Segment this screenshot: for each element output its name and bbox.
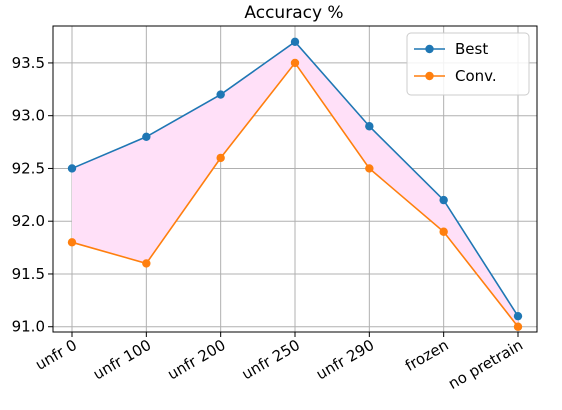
data-point — [290, 37, 300, 47]
x-tick-label: unfr 100 — [90, 336, 154, 384]
data-point — [216, 153, 225, 163]
legend-marker-2 — [425, 71, 434, 81]
legend-marker-1 — [425, 44, 434, 54]
data-point — [439, 227, 448, 236]
data-point — [365, 122, 374, 131]
data-point — [142, 259, 151, 268]
x-tick-label: frozen — [402, 336, 452, 375]
x-tick-label: unfr 290 — [313, 336, 377, 384]
data-point — [513, 322, 523, 331]
x-tick-label: no pretrain — [445, 336, 526, 393]
fill-between-area — [72, 41, 518, 327]
legend-label-2: Conv. — [455, 67, 497, 85]
y-tick-label: 92.5 — [12, 159, 45, 177]
y-tick-label: 91.0 — [12, 318, 45, 336]
y-tick-label: 93.0 — [12, 107, 45, 125]
legend: Best Conv. — [406, 32, 530, 96]
chart-title: Accuracy % — [244, 3, 343, 23]
y-tick-label: 93.5 — [12, 54, 45, 72]
data-point — [513, 311, 523, 321]
data-point — [142, 132, 151, 141]
data-point — [216, 90, 225, 99]
data-point — [67, 238, 77, 247]
x-tick-label: unfr 250 — [239, 336, 303, 384]
data-point — [290, 58, 300, 68]
x-tick-label: unfr 0 — [32, 336, 80, 374]
y-tick-label: 92.0 — [12, 212, 45, 230]
data-point — [439, 195, 448, 205]
y-tick-label: 91.5 — [12, 265, 45, 283]
data-point — [67, 164, 77, 173]
data-point — [365, 164, 374, 173]
legend-label-1: Best — [455, 40, 488, 58]
x-tick-label: unfr 200 — [164, 336, 228, 384]
